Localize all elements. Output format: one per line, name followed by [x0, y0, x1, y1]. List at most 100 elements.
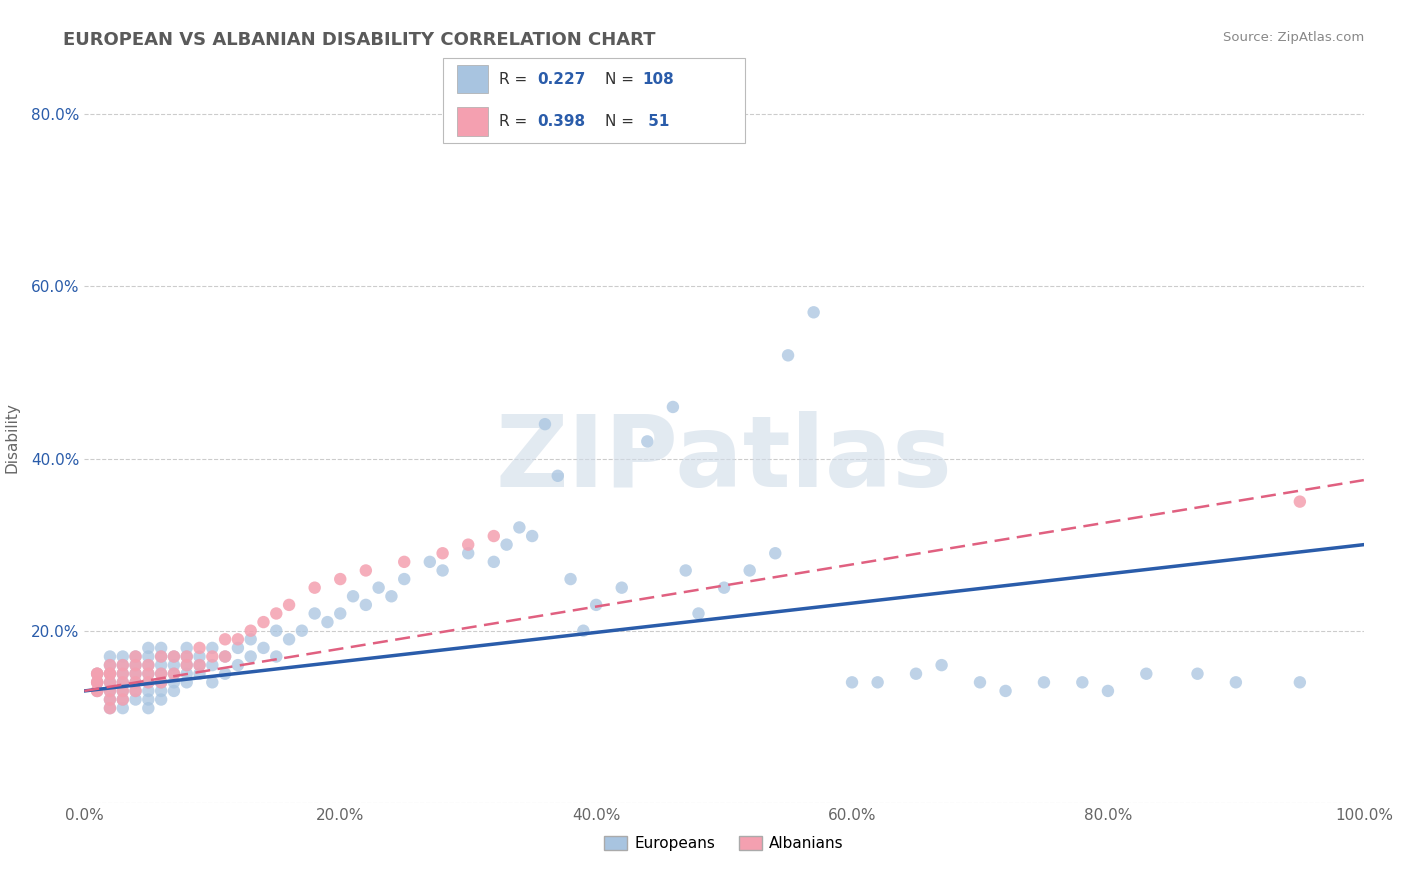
Point — [1097, 684, 1119, 698]
Point — [111, 658, 134, 673]
Point — [1288, 675, 1310, 690]
Point — [264, 607, 288, 621]
Point — [278, 598, 301, 612]
Point — [214, 649, 236, 664]
Point — [329, 607, 352, 621]
Point — [547, 468, 569, 483]
Point — [675, 564, 697, 578]
Point — [176, 666, 198, 681]
Point — [176, 658, 198, 673]
Point — [457, 538, 479, 552]
Point — [201, 640, 224, 655]
Point — [138, 658, 160, 673]
Point — [239, 624, 262, 638]
Point — [111, 675, 134, 690]
Point — [86, 666, 108, 681]
Point — [98, 675, 121, 690]
Point — [124, 692, 146, 706]
Point — [176, 675, 198, 690]
Point — [150, 675, 173, 690]
Point — [1135, 666, 1157, 681]
Point — [226, 658, 249, 673]
Point — [163, 666, 186, 681]
Point — [610, 581, 633, 595]
Point — [354, 564, 377, 578]
Point — [304, 607, 326, 621]
Point — [111, 658, 134, 673]
Point — [163, 666, 186, 681]
Point — [188, 649, 211, 664]
Point — [432, 546, 454, 560]
Point — [432, 564, 454, 578]
Point — [931, 658, 953, 673]
Point — [226, 632, 249, 647]
Point — [662, 400, 685, 414]
Point — [1071, 675, 1094, 690]
Point — [495, 538, 517, 552]
Point — [86, 675, 108, 690]
Point — [86, 666, 108, 681]
Point — [98, 658, 121, 673]
Point — [150, 666, 173, 681]
Point — [342, 589, 364, 603]
Point — [176, 658, 198, 673]
Text: 51: 51 — [643, 114, 669, 129]
Point — [572, 624, 595, 638]
Point — [98, 701, 121, 715]
Point — [98, 666, 121, 681]
Point — [713, 581, 735, 595]
Point — [111, 649, 134, 664]
Point — [738, 564, 761, 578]
Point — [86, 675, 108, 690]
Point — [394, 572, 416, 586]
Point — [98, 649, 121, 664]
Point — [188, 666, 211, 681]
Point — [316, 615, 339, 629]
Point — [150, 666, 173, 681]
Point — [111, 684, 134, 698]
Point — [98, 692, 121, 706]
Point — [176, 640, 198, 655]
Y-axis label: Disability: Disability — [4, 401, 20, 473]
Point — [98, 666, 121, 681]
Text: R =: R = — [499, 114, 533, 129]
Point — [239, 632, 262, 647]
Point — [111, 675, 134, 690]
Point — [534, 417, 557, 432]
Point — [98, 684, 121, 698]
Point — [201, 649, 224, 664]
Point — [98, 701, 121, 715]
Point — [98, 658, 121, 673]
Point — [291, 624, 314, 638]
Point — [86, 666, 108, 681]
Point — [866, 675, 889, 690]
Point — [86, 675, 108, 690]
Point — [969, 675, 991, 690]
Point — [329, 572, 352, 586]
Point — [1032, 675, 1054, 690]
Point — [163, 658, 186, 673]
Point — [98, 666, 121, 681]
Point — [138, 692, 160, 706]
Point — [176, 649, 198, 664]
Point — [163, 649, 186, 664]
Point — [457, 546, 479, 560]
Point — [1225, 675, 1247, 690]
Point — [176, 649, 198, 664]
Point — [214, 649, 236, 664]
Point — [111, 692, 134, 706]
Point — [201, 658, 224, 673]
Point — [188, 658, 211, 673]
Point — [138, 675, 160, 690]
Point — [124, 675, 146, 690]
Point — [124, 658, 146, 673]
Point — [150, 658, 173, 673]
Point — [380, 589, 402, 603]
Point — [86, 684, 108, 698]
Point — [138, 640, 160, 655]
Text: 108: 108 — [643, 71, 675, 87]
Point — [111, 666, 134, 681]
Point — [150, 675, 173, 690]
Text: ZIPatlas: ZIPatlas — [496, 410, 952, 508]
Point — [98, 684, 121, 698]
